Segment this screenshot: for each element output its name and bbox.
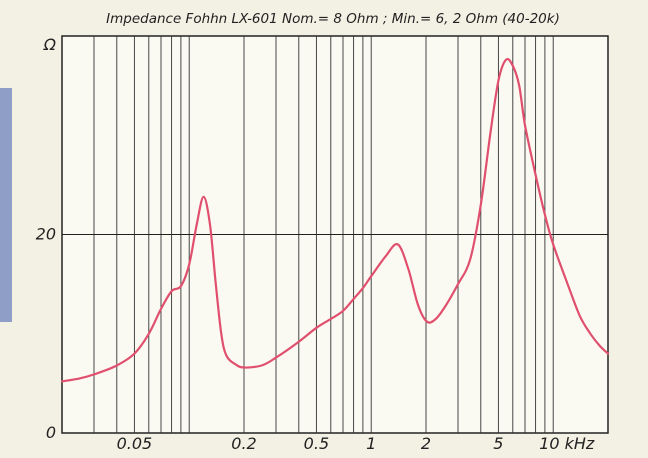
y-tick-label: 20 (36, 225, 56, 244)
x-tick-label: 2 (421, 434, 431, 453)
x-tick-label: 10 kHz (539, 434, 595, 453)
x-tick-label: 0.5 (304, 434, 329, 453)
y-tick-label: 0 (46, 423, 56, 442)
x-tick-label: 0.05 (117, 434, 153, 453)
chart-title: Impedance Fohhn LX-601 Nom.= 8 Ohm ; Min… (106, 11, 560, 27)
impedance-curve (60, 57, 610, 383)
x-tick-label: 0.2 (231, 434, 256, 453)
y-axis-unit-label: Ω (43, 35, 57, 54)
x-tick-label: 1 (366, 434, 376, 453)
grid (62, 36, 608, 433)
y-tick-labels: 0 20 (36, 225, 56, 443)
x-tick-label: 5 (493, 434, 503, 453)
side-color-strip (0, 88, 12, 322)
x-tick-labels: 0.05 0.2 0.5 1 2 5 10 kHz (117, 434, 595, 453)
